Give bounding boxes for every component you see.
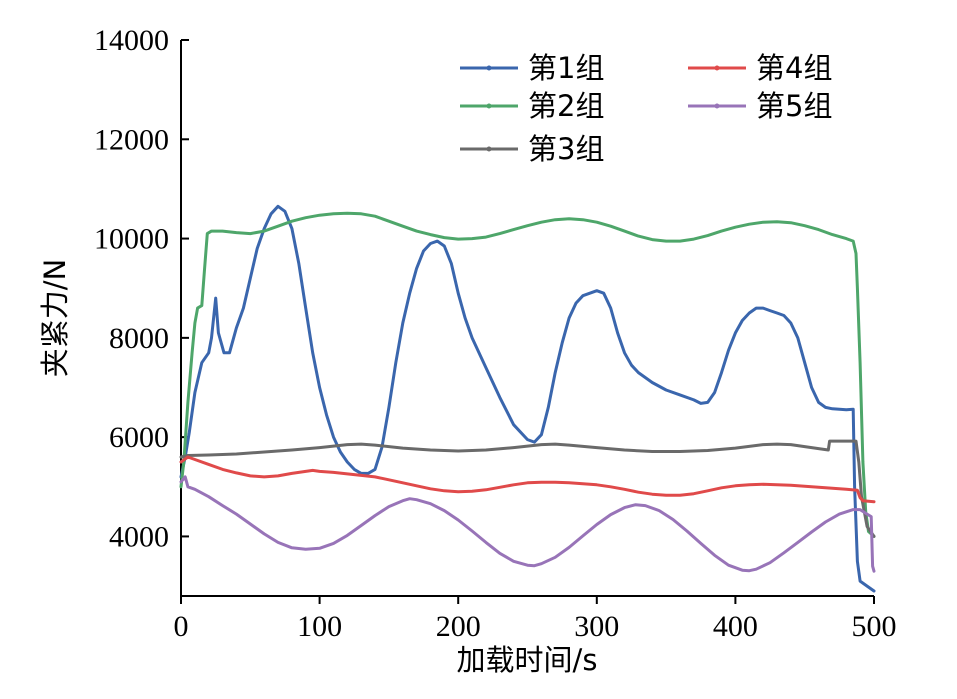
y-tick-label: 12000 bbox=[94, 123, 169, 156]
legend-label-3: 第3组 bbox=[528, 132, 604, 166]
legend-marker-1 bbox=[486, 65, 492, 71]
series-line-3 bbox=[179, 439, 876, 538]
x-tick-label: 200 bbox=[436, 610, 481, 643]
legend-marker-4 bbox=[714, 65, 720, 71]
legend-marker-5 bbox=[714, 103, 720, 109]
legend-label-2: 第2组 bbox=[528, 89, 604, 123]
y-axis-title: 夹紧力/N bbox=[38, 259, 72, 377]
legend-label-4: 第4组 bbox=[756, 51, 832, 85]
series-line-5 bbox=[179, 475, 876, 573]
x-tick-label: 500 bbox=[852, 610, 897, 643]
y-axis-ticks: 4000 6000 8000 10000 12000 14000 bbox=[94, 24, 189, 553]
y-tick-label: 6000 bbox=[109, 421, 169, 454]
x-tick-label: 400 bbox=[713, 610, 758, 643]
y-tick-label: 8000 bbox=[109, 322, 169, 355]
series-line-2 bbox=[179, 211, 876, 538]
y-tick-label: 14000 bbox=[94, 24, 169, 57]
legend-marker-2 bbox=[486, 103, 492, 109]
plot-area: 0 100 200 300 400 500 4000 6000 8000 10000 12000 1… bbox=[94, 24, 897, 643]
legend-label-5: 第5组 bbox=[756, 89, 832, 123]
x-axis-ticks: 0 100 200 300 400 500 bbox=[174, 596, 897, 643]
legend-label-1: 第1组 bbox=[528, 51, 604, 85]
y-tick-label: 4000 bbox=[109, 520, 169, 553]
series-lines bbox=[179, 204, 876, 593]
x-axis-title: 加载时间/s bbox=[457, 643, 598, 677]
x-tick-label: 300 bbox=[574, 610, 619, 643]
x-tick-label: 100 bbox=[297, 610, 342, 643]
series-line-1 bbox=[179, 204, 876, 593]
y-tick-label: 10000 bbox=[94, 223, 169, 256]
series-line-4 bbox=[179, 455, 876, 504]
x-tick-label: 0 bbox=[174, 610, 189, 643]
legend-marker-3 bbox=[486, 146, 492, 152]
